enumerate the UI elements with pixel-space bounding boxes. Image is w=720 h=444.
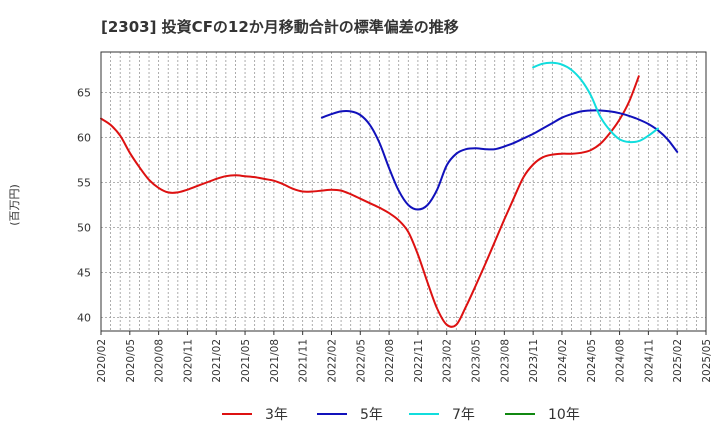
y-axis-ticks: 40 45 50 55 60 65 — [77, 87, 91, 325]
chart-title: [2303] 投資CFの12か月移動合計の標準偏差の推移 — [101, 18, 459, 36]
x-tick-label: 2024/02 — [557, 339, 569, 383]
x-tick-label: 2021/05 — [240, 339, 252, 383]
x-tick-label: 2021/11 — [298, 339, 310, 383]
x-tick-label: 2023/11 — [528, 339, 540, 383]
legend-label-0: 3年 — [265, 407, 288, 423]
x-tick-label: 2020/02 — [96, 339, 108, 383]
x-tick-label: 2025/02 — [672, 339, 684, 383]
legend: 3年 5年 7年 10年 — [222, 407, 580, 423]
legend-label-3: 10年 — [548, 407, 580, 423]
x-tick-label: 2021/02 — [211, 339, 223, 383]
x-tick-label: 2022/08 — [384, 339, 396, 383]
y-tick-label: 40 — [77, 312, 91, 325]
plot-frame — [100, 51, 707, 332]
x-tick-label: 2020/08 — [154, 339, 166, 383]
x-tick-label: 2020/05 — [125, 339, 137, 383]
x-tick-label: 2025/05 — [701, 339, 713, 383]
y-axis-label: (百万円) — [8, 184, 21, 226]
series-line-2 — [532, 61, 659, 144]
legend-label-2: 7年 — [452, 407, 475, 423]
x-tick-label: 2023/08 — [499, 339, 511, 383]
x-tick-label: 2022/11 — [413, 339, 425, 383]
y-tick-label: 45 — [77, 267, 91, 280]
series-line-1 — [320, 109, 679, 211]
x-tick-label: 2024/11 — [643, 339, 655, 383]
y-tick-label: 50 — [77, 222, 91, 235]
legend-label-1: 5年 — [360, 407, 383, 423]
x-tick-label: 2022/02 — [326, 339, 338, 383]
x-tick-label: 2024/05 — [586, 339, 598, 383]
grid — [100, 52, 707, 331]
x-axis-ticks: 2020/02 2020/05 2020/08 2020/11 2021/02 2021/… — [96, 331, 713, 383]
x-tick-label: 2022/05 — [355, 339, 367, 383]
x-tick-label: 2021/08 — [269, 339, 281, 383]
series-lines — [100, 61, 679, 328]
y-tick-label: 65 — [77, 87, 91, 100]
y-tick-label: 55 — [77, 177, 91, 190]
x-tick-label: 2023/05 — [471, 339, 483, 383]
y-tick-label: 60 — [77, 132, 91, 145]
x-tick-label: 2020/11 — [182, 339, 194, 383]
x-tick-label: 2023/02 — [442, 339, 454, 383]
x-tick-label: 2024/08 — [615, 339, 627, 383]
series-line-0 — [100, 75, 640, 328]
